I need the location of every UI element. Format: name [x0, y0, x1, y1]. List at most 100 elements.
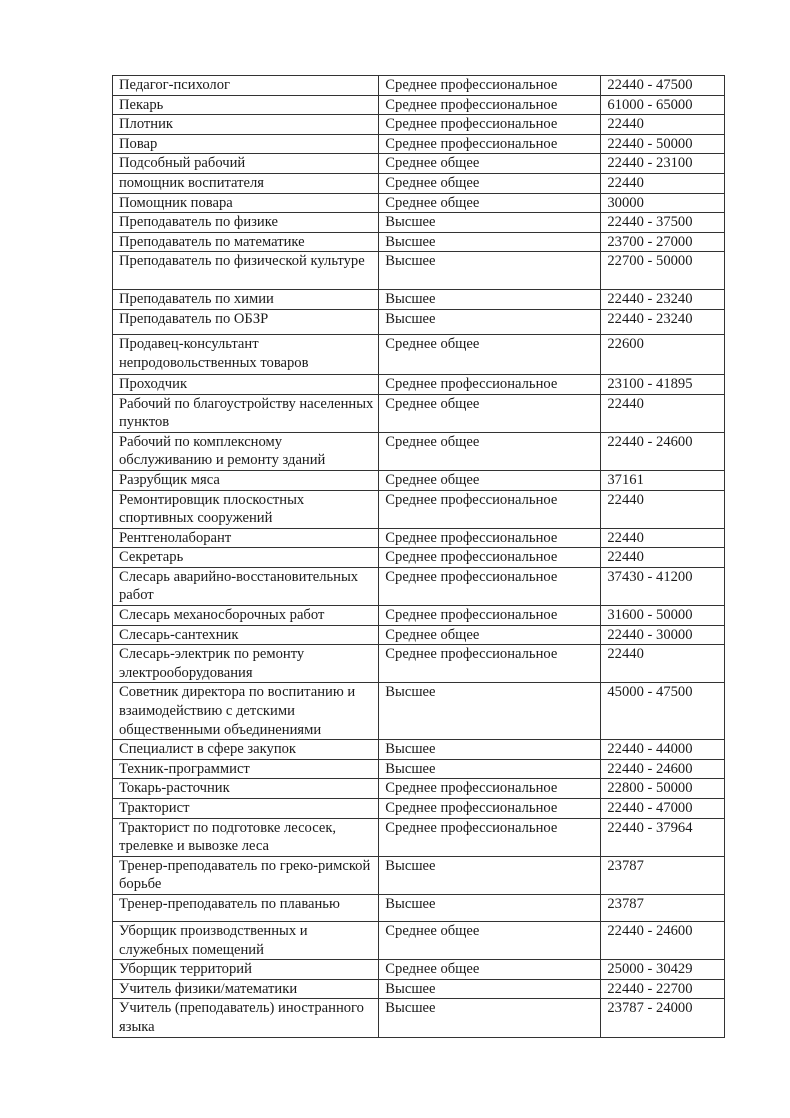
- table-row: Слесарь механосборочных работ Среднее про…: [111, 605, 725, 626]
- education-cell: Высшее: [378, 978, 602, 1000]
- salary-cell: 22440: [600, 644, 725, 684]
- profession-cell: Преподаватель по химии: [111, 289, 380, 310]
- salary-cell: 22440: [600, 489, 725, 529]
- salary-cell: 22440 - 22700: [600, 978, 725, 1000]
- education-cell: Среднее общее: [378, 153, 602, 174]
- salary-cell: 22440 - 23240: [600, 289, 725, 310]
- profession-cell: Слесарь механосборочных работ: [111, 605, 380, 626]
- salary-cell: 22440 - 24600: [600, 920, 725, 961]
- profession-cell: Слесарь-электрик по ремонту электрообору…: [111, 644, 380, 684]
- profession-cell: Техник-программист: [111, 758, 380, 780]
- profession-cell: помощник воспитателя: [111, 172, 380, 194]
- profession-cell: Тренер-преподаватель по плаванью: [111, 893, 380, 922]
- education-cell: Высшее: [378, 855, 602, 895]
- profession-cell: Советник директора по воспитанию и взаим…: [111, 682, 380, 741]
- salary-cell: 30000: [600, 192, 725, 214]
- salary-cell: 22700 - 50000: [600, 251, 725, 291]
- salary-cell: 45000 - 47500: [600, 682, 725, 741]
- profession-cell: Специалист в сфере закупок: [111, 739, 380, 760]
- profession-cell: Проходчик: [111, 373, 380, 395]
- profession-cell: Тракторист по подготовке лесосек, трелев…: [111, 817, 380, 857]
- profession-cell: Секретарь: [111, 547, 380, 568]
- salary-cell: 22440: [600, 547, 725, 568]
- profession-cell: Тренер-преподаватель по греко-римской бо…: [111, 855, 380, 895]
- education-cell: Среднее общее: [378, 624, 602, 646]
- education-cell: Среднее общее: [378, 431, 602, 471]
- salary-cell: 23787 - 24000: [600, 998, 725, 1038]
- table-row: Повар Среднее профессиональное 22440 - 500…: [111, 133, 725, 155]
- salary-cell: 22440 - 37500: [600, 212, 725, 233]
- table-row: Разрубщик мяса Среднее общее 37161: [111, 469, 725, 491]
- profession-cell: Продавец-консультант непродовольственных…: [111, 333, 380, 375]
- education-cell: Среднее профессиональное: [378, 114, 602, 135]
- table-row: Специалист в сфере закупок Высшее 22440 - …: [111, 739, 725, 760]
- education-cell: Высшее: [378, 212, 602, 233]
- salary-cell: 22440: [600, 114, 725, 135]
- education-cell: Среднее общее: [378, 959, 602, 980]
- table-row: Пекарь Среднее профессиональное 61000 - 65…: [111, 94, 725, 116]
- profession-cell: Слесарь аварийно-восстановительных работ: [111, 566, 380, 607]
- table-row: Советник директора по воспитанию и взаим…: [111, 682, 725, 741]
- table-row: Уборщик производственных и служебных пом…: [111, 920, 725, 961]
- education-cell: Высшее: [378, 739, 602, 760]
- table-row: Тренер-преподаватель по плаванью Высшее 23…: [111, 893, 725, 922]
- education-cell: Среднее профессиональное: [378, 133, 602, 155]
- table-row: Слесарь-сантехник Среднее общее 22440 - 30…: [111, 624, 725, 646]
- education-cell: Среднее профессиональное: [378, 778, 602, 799]
- salary-cell: 22440: [600, 393, 725, 433]
- table-row: Учитель (преподаватель) иностранного язы…: [111, 998, 725, 1038]
- education-cell: Среднее общее: [378, 920, 602, 961]
- profession-cell: Преподаватель по физической культуре: [111, 251, 380, 291]
- profession-cell: Слесарь-сантехник: [111, 624, 380, 646]
- education-cell: Высшее: [378, 289, 602, 310]
- salary-cell: 22440 - 44000: [600, 739, 725, 760]
- table-row: Педагог-психолог Среднее профессиональное…: [111, 75, 725, 96]
- education-cell: Среднее профессиональное: [378, 817, 602, 857]
- education-cell: Среднее профессиональное: [378, 605, 602, 626]
- salary-cell: 22440 - 24600: [600, 758, 725, 780]
- salary-cell: 22440 - 24600: [600, 431, 725, 471]
- salary-cell: 22800 - 50000: [600, 778, 725, 799]
- education-cell: Высшее: [378, 231, 602, 253]
- table-row: Плотник Среднее профессиональное 22440: [111, 114, 725, 135]
- education-cell: Высшее: [378, 308, 602, 335]
- education-cell: Среднее профессиональное: [378, 94, 602, 116]
- salary-cell: 22440 - 30000: [600, 624, 725, 646]
- profession-cell: Ремонтировщик плоскостных спортивных соо…: [111, 489, 380, 529]
- table-row: Преподаватель по математике Высшее 23700 -…: [111, 231, 725, 253]
- salary-cell: 37430 - 41200: [600, 566, 725, 607]
- profession-cell: Тракторист: [111, 798, 380, 819]
- education-cell: Высшее: [378, 682, 602, 741]
- education-cell: Среднее профессиональное: [378, 373, 602, 395]
- education-cell: Среднее профессиональное: [378, 527, 602, 549]
- table-row: Тракторист по подготовке лесосек, трелев…: [111, 817, 725, 857]
- profession-cell: Разрубщик мяса: [111, 469, 380, 491]
- table-row: Техник-программист Высшее 22440 - 24600: [111, 758, 725, 780]
- education-cell: Высшее: [378, 251, 602, 291]
- profession-cell: Педагог-психолог: [111, 75, 380, 96]
- salary-table: Педагог-психолог Среднее профессиональное…: [111, 75, 725, 1038]
- education-cell: Высшее: [378, 998, 602, 1038]
- table-row: Преподаватель по ОБЗР Высшее 22440 - 23240: [111, 308, 725, 335]
- profession-cell: Повар: [111, 133, 380, 155]
- profession-cell: Учитель физики/математики: [111, 978, 380, 1000]
- profession-cell: Учитель (преподаватель) иностранного язы…: [111, 998, 380, 1038]
- table-row: Преподаватель по физической культуре Высш…: [111, 251, 725, 291]
- table-row: Уборщик территорий Среднее общее 25000 - 3…: [111, 959, 725, 980]
- profession-cell: Рабочий по благоустройству населенных пу…: [111, 393, 380, 433]
- education-cell: Среднее профессиональное: [378, 75, 602, 96]
- education-cell: Среднее профессиональное: [378, 644, 602, 684]
- education-cell: Среднее профессиональное: [378, 798, 602, 819]
- table-row: Проходчик Среднее профессиональное 23100 -…: [111, 373, 725, 395]
- profession-cell: Уборщик территорий: [111, 959, 380, 980]
- profession-cell: Рабочий по комплексному обслуживанию и р…: [111, 431, 380, 471]
- salary-cell: 22440 - 37964: [600, 817, 725, 857]
- table-row: помощник воспитателя Среднее общее 22440: [111, 172, 725, 194]
- education-cell: Среднее общее: [378, 469, 602, 491]
- salary-cell: 37161: [600, 469, 725, 491]
- education-cell: Среднее общее: [378, 172, 602, 194]
- salary-cell: 22440 - 23100: [600, 153, 725, 174]
- table-row: Рабочий по комплексному обслуживанию и р…: [111, 431, 725, 471]
- education-cell: Среднее профессиональное: [378, 489, 602, 529]
- table-row: Токарь-расточник Среднее профессиональное…: [111, 778, 725, 799]
